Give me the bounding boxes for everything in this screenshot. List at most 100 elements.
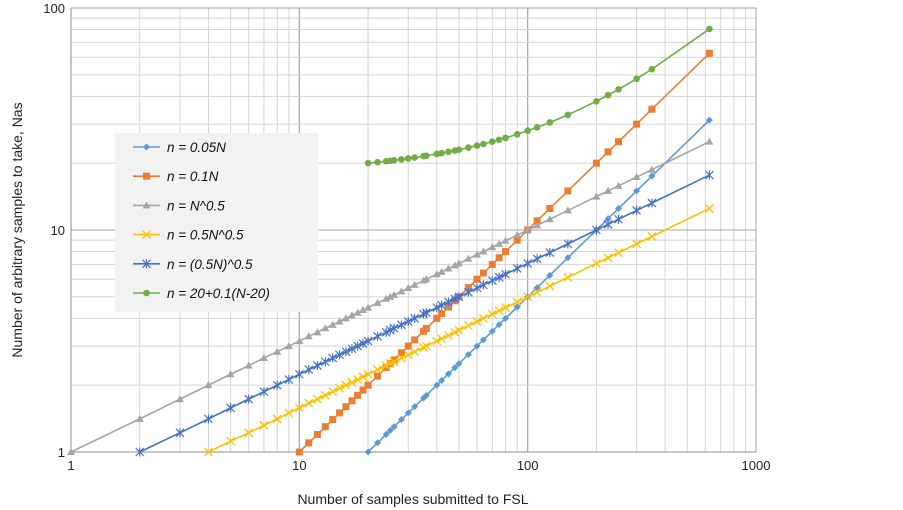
data-point	[374, 372, 382, 380]
data-point	[502, 134, 509, 142]
data-point	[313, 328, 322, 336]
data-point	[472, 283, 482, 293]
data-point	[295, 337, 304, 345]
data-point	[432, 336, 442, 346]
legend-label: n = 0.1N	[167, 169, 219, 184]
y-tick-label: 1	[58, 445, 65, 460]
data-point	[501, 236, 510, 244]
data-point	[433, 381, 441, 389]
legend-label: n = 0.05N	[167, 140, 226, 155]
data-point	[341, 380, 351, 390]
data-point	[364, 303, 373, 311]
data-point	[358, 306, 367, 314]
data-point	[390, 423, 398, 431]
data-point	[478, 280, 488, 290]
data-point	[532, 254, 542, 264]
data-point	[259, 387, 269, 397]
data-point	[502, 248, 510, 256]
data-point	[411, 336, 419, 344]
data-point	[604, 186, 613, 194]
data-point	[421, 308, 431, 318]
legend-marker	[142, 259, 151, 269]
data-point	[410, 347, 420, 357]
y-axis-title: Number of arbitrary samples to take, Nas	[9, 102, 25, 357]
data-point	[410, 313, 420, 323]
data-point	[633, 187, 641, 195]
data-point	[373, 298, 382, 306]
data-point	[404, 342, 412, 350]
data-point	[648, 105, 656, 113]
legend-label: n = N^0.5	[167, 198, 225, 213]
data-point	[411, 403, 419, 411]
data-point	[363, 336, 373, 346]
data-point	[364, 159, 372, 167]
data-point	[423, 152, 430, 160]
data-point	[705, 137, 714, 145]
data-point	[390, 157, 398, 164]
data-point	[382, 294, 391, 302]
data-point	[478, 313, 488, 323]
data-point	[603, 219, 613, 229]
data-point	[604, 91, 612, 99]
legend-label: n = 20+0.1(N-20)	[167, 286, 270, 301]
data-point	[444, 303, 452, 311]
data-point	[545, 248, 555, 258]
data-point	[353, 375, 363, 385]
data-point	[341, 314, 350, 322]
data-point	[444, 264, 453, 272]
data-point	[438, 310, 446, 318]
data-point	[495, 239, 504, 247]
data-point	[455, 360, 463, 368]
data-point	[523, 226, 532, 233]
data-point	[421, 341, 431, 351]
data-point	[397, 349, 405, 357]
data-point	[633, 75, 640, 83]
data-point	[487, 276, 497, 286]
data-point	[381, 327, 391, 337]
data-point	[632, 173, 641, 181]
data-point	[305, 439, 313, 447]
data-point	[321, 324, 330, 332]
data-point	[450, 261, 459, 269]
data-point	[373, 365, 382, 375]
data-point	[175, 428, 185, 438]
legend-marker	[143, 143, 150, 151]
data-point	[135, 447, 145, 457]
data-point	[359, 386, 367, 394]
data-point	[546, 204, 554, 212]
data-point	[604, 215, 612, 223]
data-point	[329, 416, 337, 424]
data-point	[403, 350, 413, 360]
data-point	[513, 130, 521, 138]
legend-item: n = (0.5N)^0.5	[133, 257, 253, 272]
x-tick-label: 1	[67, 458, 74, 473]
data-point	[454, 325, 464, 335]
data-point	[328, 387, 338, 397]
data-point	[633, 120, 641, 128]
data-point	[444, 370, 452, 378]
legend-marker	[143, 172, 150, 180]
data-point	[284, 408, 294, 418]
data-point	[374, 158, 381, 166]
data-point	[295, 448, 303, 456]
data-point	[444, 330, 453, 340]
x-tick-label: 100	[517, 458, 539, 473]
y-tick-label: 10	[51, 223, 65, 238]
data-point	[386, 292, 395, 300]
series-3	[67, 137, 714, 455]
data-point	[284, 342, 293, 350]
data-point	[592, 159, 600, 167]
data-point	[422, 391, 430, 399]
series-4	[204, 204, 714, 457]
data-point	[335, 383, 345, 393]
data-point	[479, 247, 488, 255]
data-point	[374, 439, 382, 447]
data-point	[563, 206, 572, 214]
data-point	[545, 281, 555, 291]
data-point	[533, 284, 541, 292]
data-point	[454, 259, 463, 267]
data-point	[226, 403, 236, 413]
data-point	[386, 426, 394, 434]
legend-marker	[142, 201, 151, 209]
